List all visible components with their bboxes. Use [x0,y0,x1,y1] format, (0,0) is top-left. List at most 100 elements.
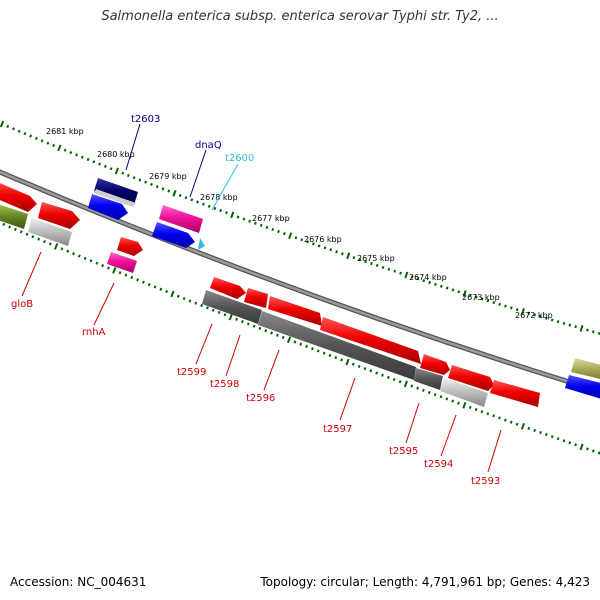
gene-block[interactable] [0,203,28,229]
minor-tick [539,315,542,319]
gene-block[interactable] [94,189,136,207]
gene-dnaQ[interactable] [159,205,203,233]
minor-tick [439,395,443,399]
forward-strand-genes[interactable] [0,178,205,273]
map-title: Salmonella enterica subsp. enterica sero… [101,9,499,24]
gene-label-t2603[interactable]: t2603 [131,114,160,125]
gene-block[interactable] [258,311,416,380]
major-tick [579,325,584,332]
minor-tick [480,410,484,414]
gene-block[interactable] [414,368,443,390]
minor-tick [439,284,443,288]
minor-tick [235,317,238,321]
minor-tick [392,377,396,382]
minor-tick [80,155,84,159]
gene-label-t2593[interactable]: t2593 [471,476,500,487]
minor-tick [574,443,578,447]
gene-block[interactable] [448,365,494,391]
minor-tick [323,246,327,250]
major-tick [462,290,467,297]
minor-tick [184,196,188,200]
minor-tick [305,344,308,349]
minor-tick [150,182,153,187]
gene-t2603[interactable] [94,178,138,205]
minor-tick [352,256,356,260]
minor-tick [144,180,148,184]
gene-block[interactable] [38,202,80,229]
minor-tick [492,301,496,305]
minor-tick [60,247,64,251]
gene-block[interactable] [268,296,322,326]
gene-block[interactable] [244,288,268,308]
gene-block[interactable] [210,277,246,299]
minor-tick [556,437,560,441]
minor-tick [556,320,560,324]
gene-label-t2594[interactable]: t2594 [424,459,453,470]
minor-tick [451,399,455,403]
minor-tick [37,237,41,241]
gene-block[interactable] [320,317,421,364]
minor-tick [328,353,332,357]
gene-block[interactable] [202,290,262,324]
minor-tick [86,157,90,162]
minor-tick [527,311,531,315]
minor-tick [52,143,56,148]
gene-label-t2596[interactable]: t2596 [246,393,275,404]
minor-tick [124,273,128,277]
minor-tick [167,189,171,193]
minor-tick [387,267,391,271]
minor-tick [317,244,321,248]
minor-tick [363,367,367,371]
minor-tick [246,322,250,326]
minor-tick [468,405,472,409]
gene-label-t2597[interactable]: t2597 [323,424,352,435]
gene-block[interactable] [490,380,540,407]
minor-tick [98,162,102,166]
minor-tick [66,249,70,253]
gene-label-gloB[interactable]: gloB [11,299,33,310]
reverse-strand-genes[interactable] [202,277,600,407]
gene-block[interactable] [565,375,600,400]
gene-label-dnaQ[interactable]: dnaQ [195,140,222,151]
gene-label-rnhA[interactable]: rnhA [82,327,106,338]
gene-block[interactable] [88,194,128,220]
minor-tick [316,349,320,353]
minor-tick [574,325,578,329]
gene-block[interactable] [571,358,600,380]
gene-label-t2600[interactable]: t2600 [225,153,254,164]
minor-tick [451,288,455,292]
gene-block[interactable] [107,252,137,273]
minor-tick [591,449,595,453]
minor-tick [398,380,402,384]
major-tick [0,120,5,128]
minor-tick [533,313,537,317]
minor-tick [369,369,373,373]
inner-tick-ring [0,219,600,455]
minor-tick [375,371,379,375]
major-tick [170,290,175,298]
kbp-label-2679: 2679 kbp [149,172,187,181]
gene-label-t2599[interactable]: t2599 [177,367,206,378]
gene-block[interactable] [117,237,143,256]
minor-tick [155,185,159,189]
minor-tick [194,301,198,305]
major-tick [579,443,584,451]
gene-block[interactable] [152,222,195,248]
minor-tick [562,321,566,325]
gene-block[interactable] [0,181,37,212]
minor-tick [293,340,297,344]
minor-tick [8,225,12,229]
minor-tick [83,256,87,261]
gene-t2600[interactable] [198,238,205,250]
minor-tick [264,329,268,333]
gene-block[interactable] [440,378,488,407]
gene-block[interactable] [28,218,72,246]
gene-label-t2595[interactable]: t2595 [389,446,418,457]
minor-tick [236,215,240,219]
gene-block[interactable] [420,354,450,375]
gene-label-t2598[interactable]: t2598 [210,379,239,390]
minor-tick [126,173,130,178]
minor-tick [381,265,385,269]
major-tick [462,401,467,409]
